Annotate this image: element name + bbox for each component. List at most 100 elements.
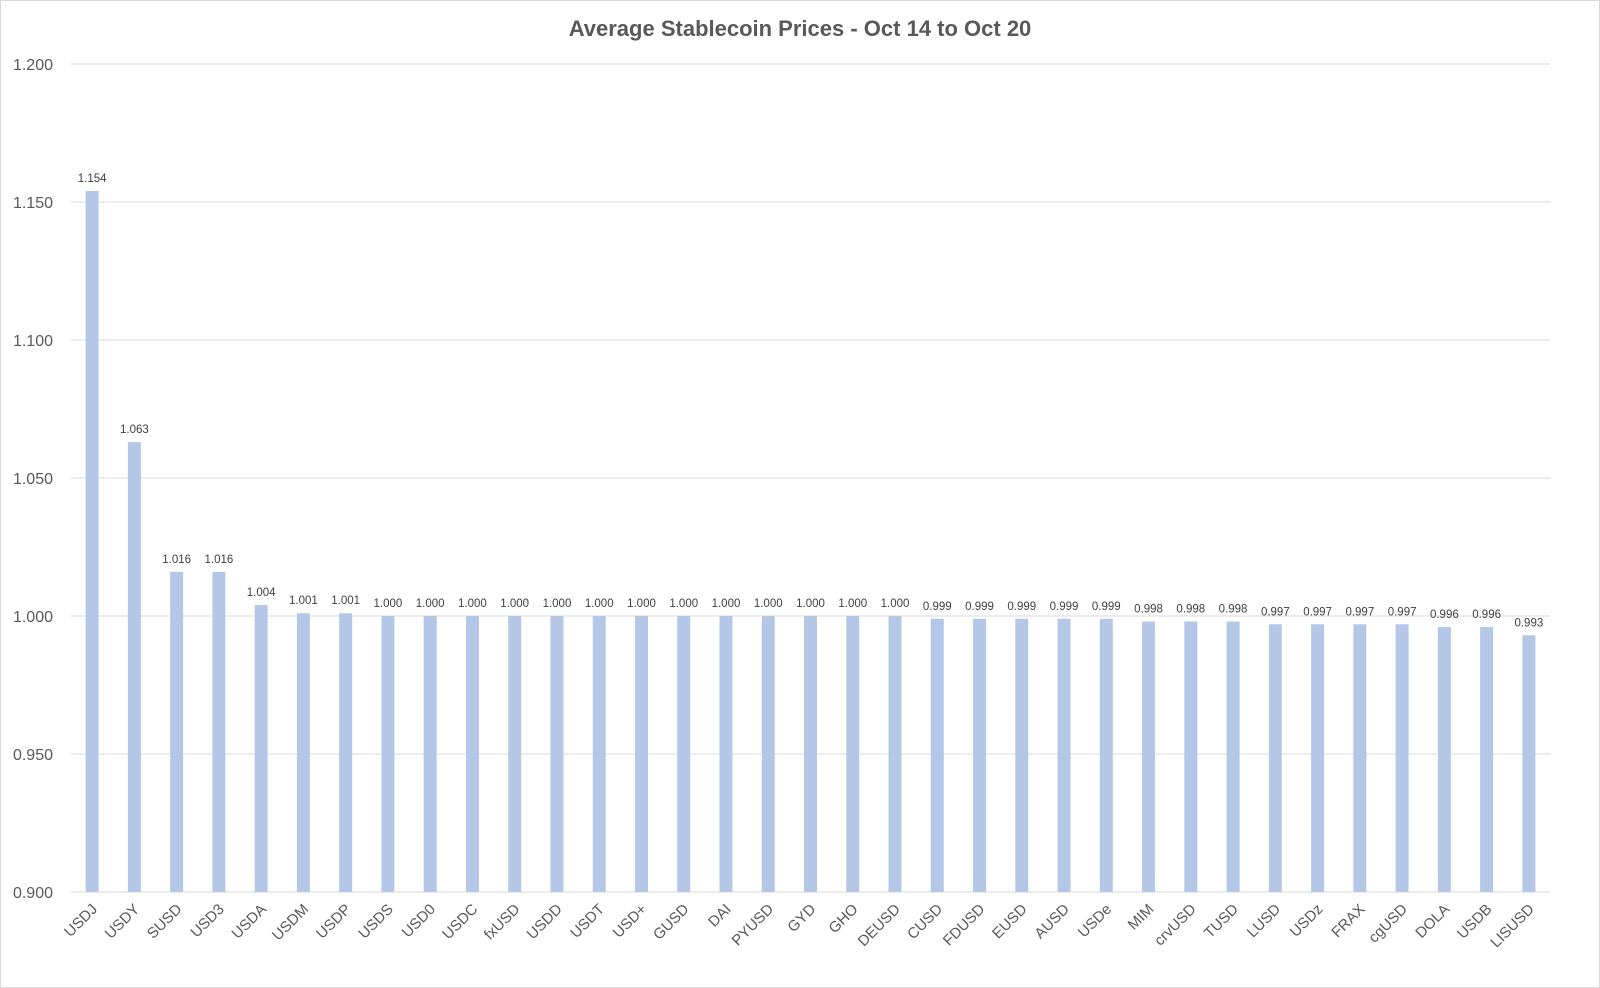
bar-usdp xyxy=(339,613,353,892)
data-label: 0.999 xyxy=(1092,601,1121,613)
x-tick-label: cgUSD xyxy=(1365,901,1411,947)
x-tick-label: GYD xyxy=(784,901,819,936)
bar-usd0 xyxy=(423,616,437,892)
x-tick-label: USDD xyxy=(524,901,566,943)
x-tick-label: SUSD xyxy=(144,901,186,943)
bar-dola xyxy=(1437,627,1451,892)
bar-lusd xyxy=(1268,624,1282,892)
y-tick-label: 1.150 xyxy=(13,195,53,212)
y-tick-label: 1.100 xyxy=(13,333,53,350)
x-tick-label: USDP xyxy=(313,901,354,942)
data-label: 0.997 xyxy=(1345,606,1374,618)
bar-usdm xyxy=(296,613,310,892)
data-label: 1.000 xyxy=(838,598,867,610)
data-label: 1.154 xyxy=(78,173,107,185)
data-label: 1.001 xyxy=(331,595,360,607)
x-tick-label: USDY xyxy=(102,901,143,942)
data-label: 1.000 xyxy=(500,598,529,610)
x-tick-label: LISUSD xyxy=(1487,901,1537,951)
bar-cusd xyxy=(930,618,944,892)
data-label: 0.996 xyxy=(1430,609,1459,621)
data-label: 1.000 xyxy=(458,598,487,610)
y-tick-label: 1.200 xyxy=(13,57,53,74)
data-label: 0.997 xyxy=(1261,606,1290,618)
bar-usda xyxy=(254,604,268,892)
data-label: 1.000 xyxy=(585,598,614,610)
y-tick-label: 0.900 xyxy=(13,885,53,902)
data-label: 1.063 xyxy=(120,424,149,436)
x-tick-label: USDS xyxy=(355,901,396,942)
data-label: 1.000 xyxy=(627,598,656,610)
x-tick-label: LUSD xyxy=(1244,901,1284,941)
bar-usds xyxy=(381,616,395,892)
x-tick-label: TUSD xyxy=(1201,901,1242,942)
y-tick-label: 1.050 xyxy=(13,471,53,488)
x-tick-label: USD0 xyxy=(399,901,439,941)
bars xyxy=(85,190,1536,892)
bar-usdc xyxy=(465,616,479,892)
chart-title: Average Stablecoin Prices - Oct 14 to Oc… xyxy=(569,16,1032,41)
x-tick-label: MIM xyxy=(1125,901,1158,934)
data-label: 1.001 xyxy=(289,595,318,607)
bar-usd3 xyxy=(212,571,226,892)
data-labels: 1.154 1.063 1.016 1.016 1.004 1.001 1.001 1.000… xyxy=(78,173,1544,629)
bar-usdz xyxy=(1311,624,1325,892)
bar-frax xyxy=(1353,624,1367,892)
data-label: 0.993 xyxy=(1514,617,1543,629)
bar-fdusd xyxy=(973,618,987,892)
x-tick-label: DEUSD xyxy=(855,901,904,950)
bar-gho xyxy=(846,616,860,892)
bar-lisusd xyxy=(1522,635,1536,892)
x-tick-label: USDC xyxy=(439,901,481,943)
bar-susd xyxy=(170,571,184,892)
x-tick-label: fxUSD xyxy=(481,901,524,944)
bar-usdj xyxy=(85,190,99,892)
bar-usdt xyxy=(592,616,606,892)
bar-gusd xyxy=(677,616,691,892)
x-tick-label: USDA xyxy=(228,901,269,942)
x-tick-label: GHO xyxy=(825,901,861,937)
bar-eusd xyxy=(1015,618,1029,892)
bar-crvusd xyxy=(1184,621,1198,892)
bar-cgusd xyxy=(1395,624,1409,892)
bar-usd- xyxy=(634,616,648,892)
y-tick-label: 1.000 xyxy=(13,609,53,626)
x-tick-label: FRAX xyxy=(1328,901,1368,941)
data-label: 0.999 xyxy=(1007,601,1036,613)
data-label: 0.998 xyxy=(1219,604,1248,616)
x-tick-label: USDe xyxy=(1075,901,1115,941)
data-label: 1.000 xyxy=(374,598,403,610)
data-label: 0.999 xyxy=(1050,601,1079,613)
data-label: 0.998 xyxy=(1134,604,1163,616)
y-tick-label: 0.950 xyxy=(13,747,53,764)
bar-pyusd xyxy=(761,616,775,892)
x-tick-label: USDJ xyxy=(61,901,101,941)
bar-usdb xyxy=(1480,627,1494,892)
data-label: 0.999 xyxy=(965,601,994,613)
x-axis-ticks: USDJ USDY SUSD USD3 USDA USDM USDP USDS USD0 USDC… xyxy=(61,901,1538,952)
data-label: 0.997 xyxy=(1303,606,1332,618)
x-tick-label: crvUSD xyxy=(1151,901,1200,950)
bar-mim xyxy=(1142,621,1156,892)
x-tick-label: GUSD xyxy=(650,901,693,944)
bar-dai xyxy=(719,616,733,892)
data-label: 0.999 xyxy=(923,601,952,613)
x-tick-label: FDUSD xyxy=(940,901,989,950)
x-tick-label: DAI xyxy=(705,901,735,931)
bar-ausd xyxy=(1057,618,1071,892)
data-label: 1.000 xyxy=(881,598,910,610)
bar-deusd xyxy=(888,616,902,892)
data-label: 1.000 xyxy=(416,598,445,610)
data-label: 0.996 xyxy=(1472,609,1501,621)
data-label: 1.000 xyxy=(754,598,783,610)
data-label: 1.000 xyxy=(543,598,572,610)
x-tick-label: USD3 xyxy=(187,901,227,941)
bar-fxusd xyxy=(508,616,522,892)
x-tick-label: AUSD xyxy=(1031,901,1073,943)
data-label: 1.000 xyxy=(669,598,698,610)
data-label: 1.016 xyxy=(205,554,234,566)
x-tick-label: USD+ xyxy=(610,901,651,942)
data-label: 0.998 xyxy=(1176,604,1205,616)
x-tick-label: USDM xyxy=(269,901,312,944)
